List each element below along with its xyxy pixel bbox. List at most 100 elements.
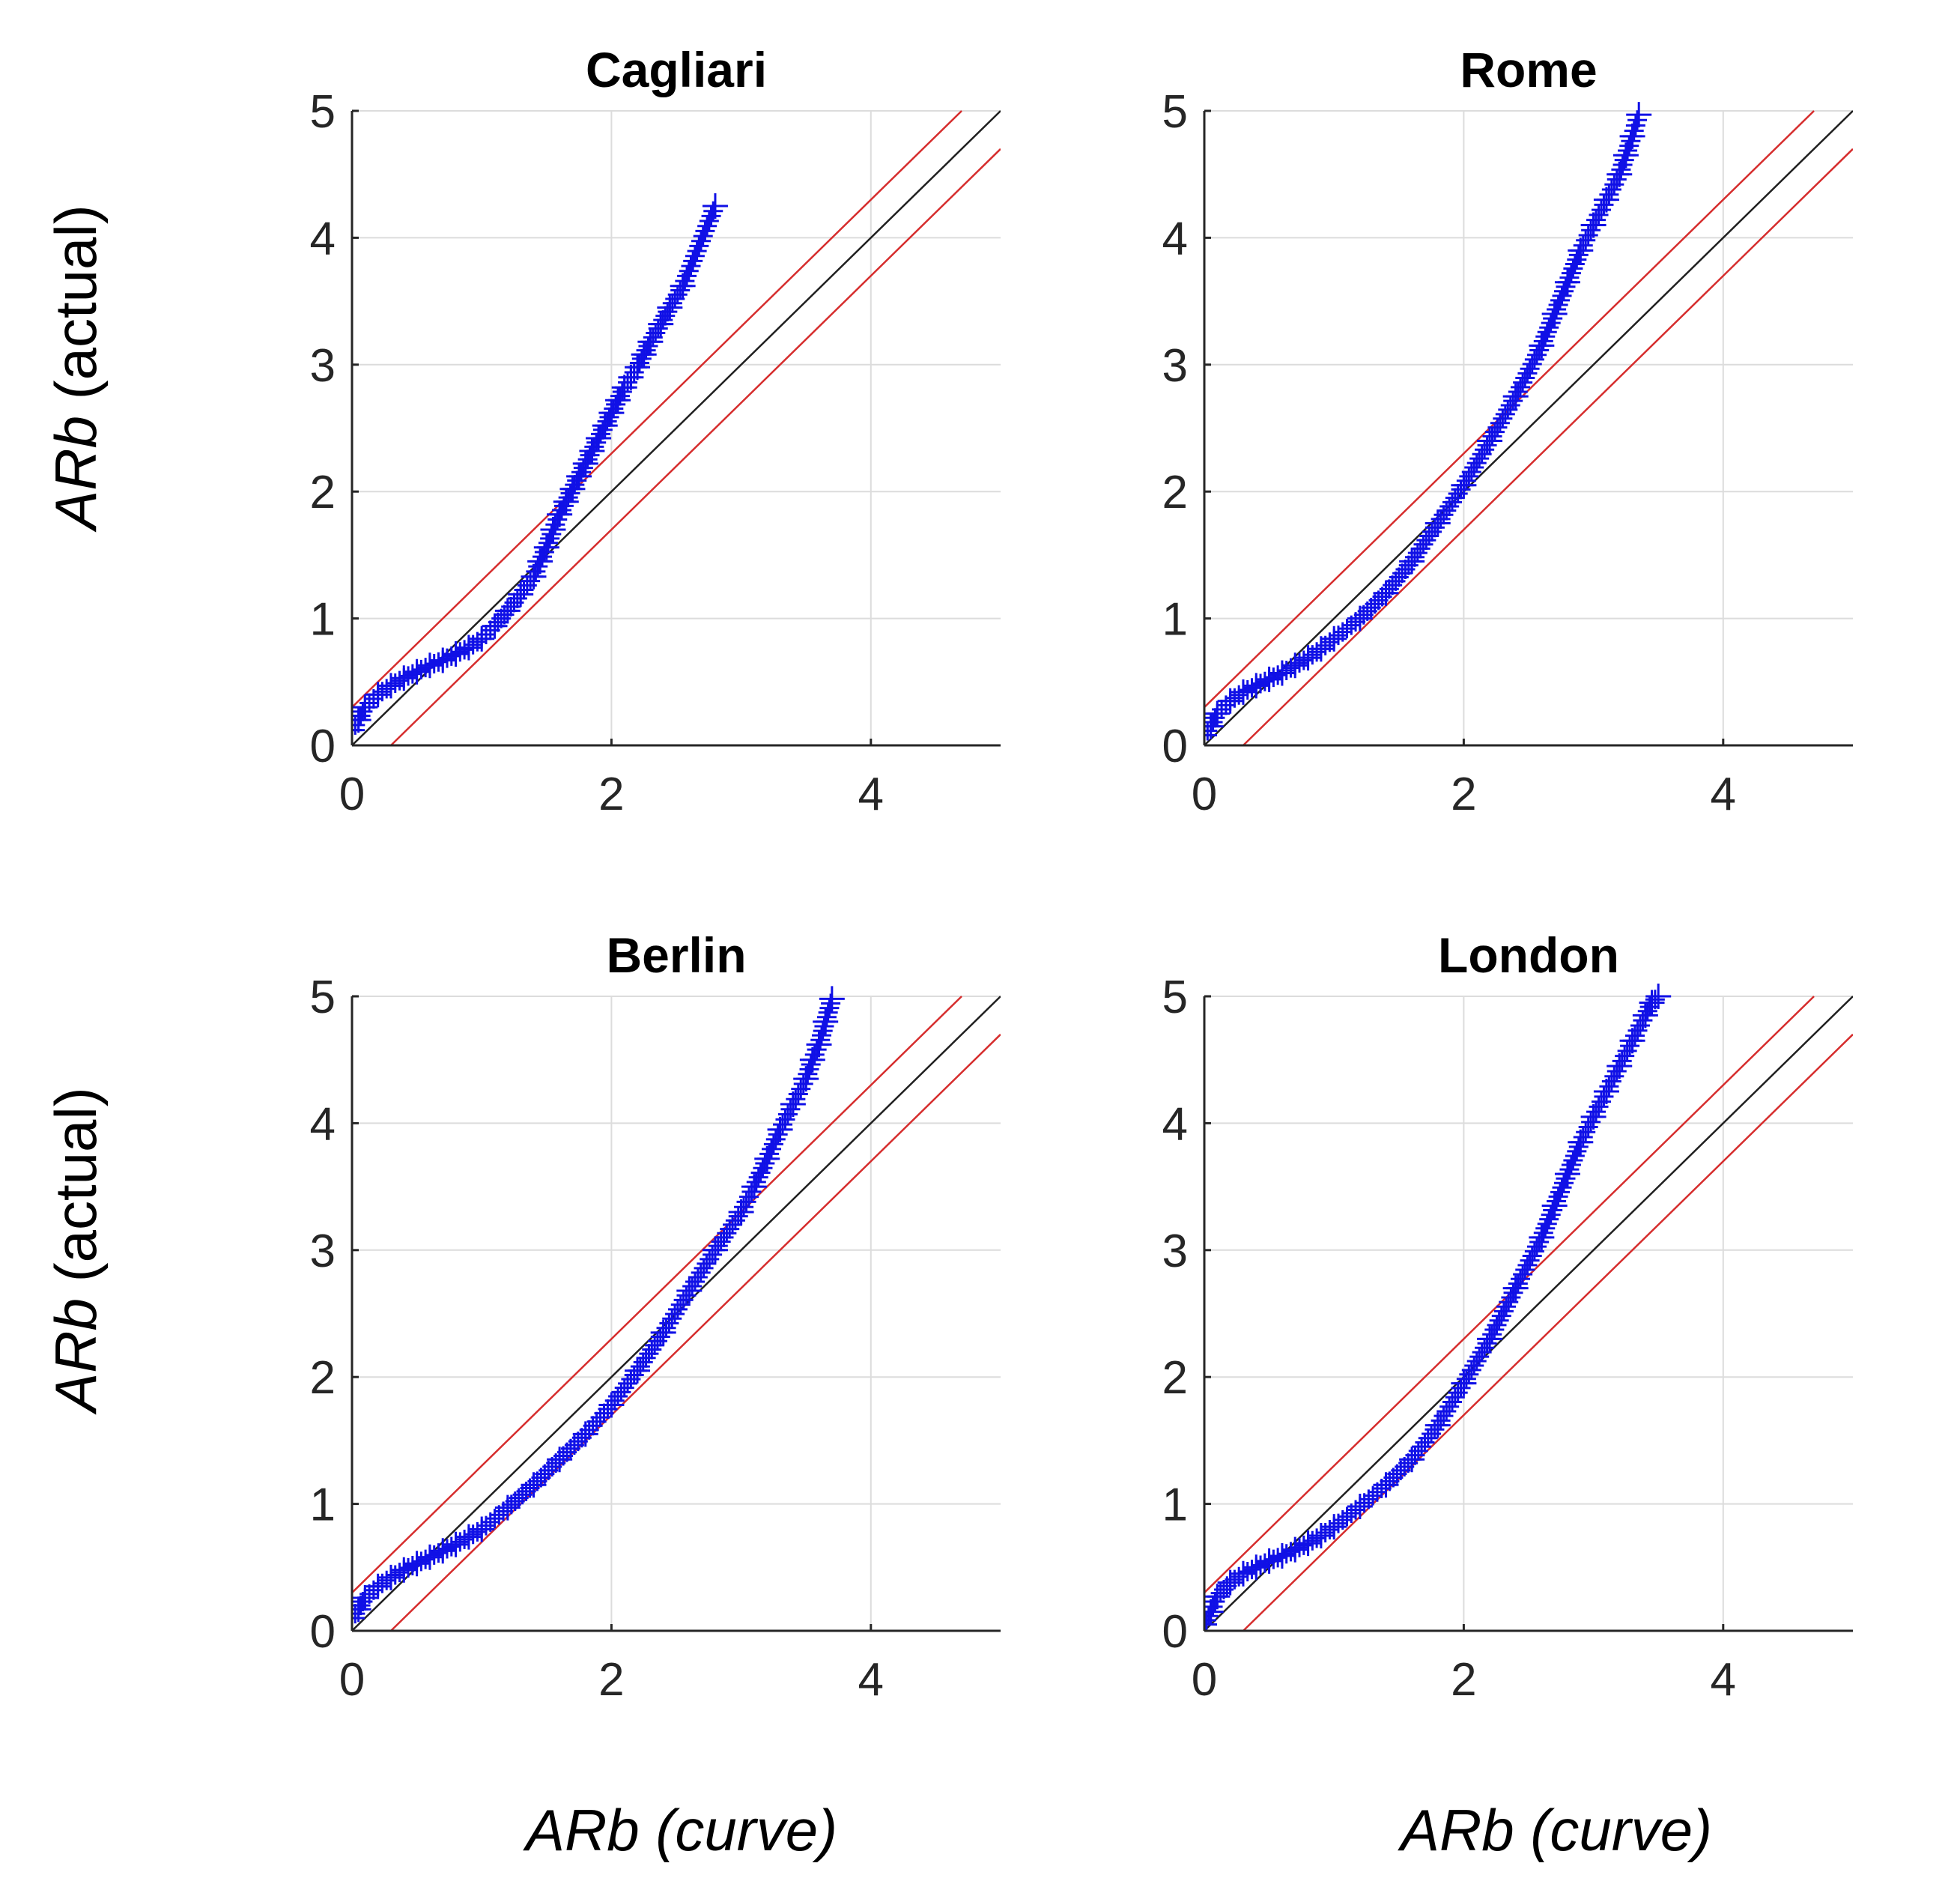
data-point <box>352 1584 378 1611</box>
point-marker <box>1472 1342 1492 1363</box>
point-marker <box>455 1530 475 1550</box>
point-marker <box>389 670 410 691</box>
point-marker <box>1563 258 1583 279</box>
point-marker <box>736 1192 756 1212</box>
point-marker <box>1554 1173 1574 1193</box>
x-tick-label: 0 <box>339 1654 365 1706</box>
data-point <box>1529 333 1555 359</box>
data-point <box>1612 142 1639 169</box>
point-marker <box>1573 1127 1593 1148</box>
point-marker <box>1493 1301 1514 1321</box>
point-marker <box>592 420 613 440</box>
lower-band-line <box>1243 1033 1853 1631</box>
data-point <box>1619 1028 1645 1054</box>
point-marker <box>1263 1549 1284 1569</box>
data-point <box>404 1551 430 1577</box>
y-tick-label: 4 <box>310 1098 336 1150</box>
point-marker <box>1487 417 1508 437</box>
panels: 0 1 2 3 4 5 0 2 4 Cagliari 0 1 2 3 4 5 0 2 4 Rome 0 1 2 3 4 5 0 2 4 B… <box>310 42 1853 1706</box>
data-point <box>352 1605 365 1631</box>
data-point <box>352 707 371 733</box>
data-point <box>1204 713 1224 739</box>
point-marker <box>1498 399 1518 420</box>
data-point <box>1321 1514 1347 1540</box>
point-marker <box>1633 1011 1653 1031</box>
point-marker <box>1290 652 1310 673</box>
data-point <box>1282 652 1308 679</box>
identity-line <box>1204 110 1853 745</box>
data-point <box>1502 384 1529 410</box>
data-point <box>598 1392 625 1418</box>
data-point <box>1308 1522 1334 1548</box>
point-marker <box>1612 1051 1632 1071</box>
point-marker <box>1500 396 1520 416</box>
point-marker <box>1586 1102 1606 1122</box>
data-point <box>416 1544 443 1570</box>
data-point <box>365 1573 391 1599</box>
point-marker <box>1508 381 1528 402</box>
point-marker <box>1522 1246 1542 1266</box>
point-marker <box>1466 453 1487 473</box>
data-point <box>650 1319 676 1345</box>
point-marker <box>762 1139 782 1159</box>
point-marker <box>791 1079 811 1099</box>
data-point <box>1243 1554 1269 1581</box>
point-marker <box>552 500 572 521</box>
point-marker <box>786 1089 806 1109</box>
y-tick-label: 2 <box>1162 1352 1188 1404</box>
point-marker <box>1469 1347 1490 1367</box>
point-marker <box>1268 665 1288 685</box>
point-marker <box>1606 1061 1627 1081</box>
data-point <box>813 1008 839 1035</box>
point-marker <box>1601 1071 1621 1091</box>
point-marker <box>810 1030 831 1050</box>
data-point <box>1451 1370 1477 1396</box>
point-marker <box>1475 440 1495 460</box>
point-marker <box>1459 466 1479 486</box>
y-tick-label: 5 <box>1162 86 1188 138</box>
data-point <box>819 986 845 1012</box>
point-marker <box>402 664 422 684</box>
point-marker <box>1619 136 1639 156</box>
data-point <box>1632 1002 1658 1029</box>
upper-band-line <box>352 996 962 1594</box>
point-marker <box>741 1181 762 1202</box>
point-marker <box>638 336 658 356</box>
data-point <box>648 311 674 337</box>
data-point <box>521 1472 547 1498</box>
point-marker <box>675 271 695 291</box>
x-tick-label: 0 <box>339 769 365 820</box>
data-point <box>625 1357 651 1384</box>
point-marker <box>545 515 565 535</box>
point-marker <box>1576 230 1596 250</box>
point-marker <box>533 547 553 567</box>
point-marker <box>463 1524 483 1545</box>
point-marker <box>793 1073 813 1094</box>
point-marker <box>1543 309 1563 329</box>
point-marker <box>1515 368 1535 388</box>
data-point <box>469 626 495 652</box>
point-marker <box>1522 354 1542 375</box>
points-dense-london <box>1204 990 1665 1631</box>
point-marker <box>1604 1066 1624 1086</box>
data-point <box>443 641 469 667</box>
point-marker <box>1204 1610 1216 1630</box>
data-point <box>631 342 657 368</box>
x-tick-label: 2 <box>1451 1654 1476 1706</box>
panel-berlin: 0 1 2 3 4 5 0 2 4 Berlin <box>310 927 1001 1706</box>
point-marker <box>1591 200 1611 220</box>
data-point <box>352 717 365 743</box>
point-marker <box>1599 1076 1619 1097</box>
point-marker <box>1621 131 1641 151</box>
ylabel-top-main: ARb <box>43 416 109 533</box>
point-marker <box>1510 377 1530 397</box>
point-marker <box>648 318 668 339</box>
y-tick-label: 3 <box>1162 340 1188 392</box>
point-marker <box>1459 1364 1479 1384</box>
point-marker <box>1254 671 1275 691</box>
point-marker <box>1268 1548 1288 1568</box>
data-point <box>377 1564 404 1590</box>
point-marker <box>1589 205 1609 225</box>
lower-band-line <box>1243 148 1853 745</box>
data-point <box>1619 123 1645 149</box>
